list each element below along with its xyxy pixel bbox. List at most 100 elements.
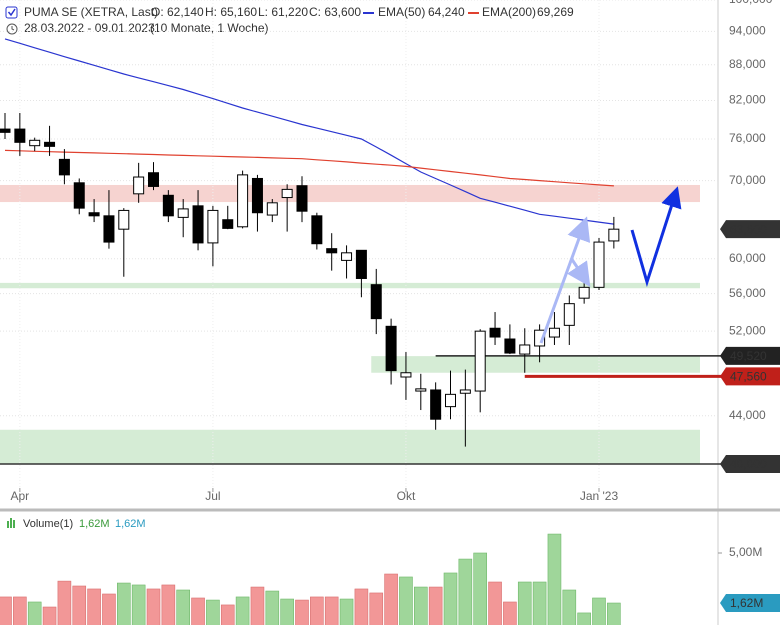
volume-bar xyxy=(102,593,116,625)
zone xyxy=(0,429,700,465)
zone xyxy=(0,282,700,289)
volume-bar xyxy=(384,573,398,625)
candle-body xyxy=(162,194,174,217)
volume-bar xyxy=(27,601,42,625)
instrument-title: PUMA SE (XETRA, Last) xyxy=(24,5,158,19)
x-tick-label: Jul xyxy=(205,489,220,503)
volume-bar xyxy=(235,596,250,625)
zone xyxy=(371,356,700,373)
candle-body xyxy=(489,327,501,338)
price-tag-label: 63,600 xyxy=(730,222,767,236)
volume-bar xyxy=(206,599,220,625)
date-range: 28.03.2022 - 09.01.2023 xyxy=(24,21,155,35)
candle-body xyxy=(58,158,70,176)
y-tick-label: 100,000 xyxy=(729,0,773,6)
y-tick-label: 70,000 xyxy=(729,173,766,187)
ema-line xyxy=(4,149,614,187)
volume-bar xyxy=(399,576,413,625)
zone xyxy=(0,184,700,203)
volume-bar xyxy=(220,604,235,625)
y-tick-label: 52,000 xyxy=(729,323,766,337)
candle-body xyxy=(88,212,100,217)
y-tick-label: 44,000 xyxy=(729,408,766,422)
price-tag xyxy=(720,594,780,613)
candle-body xyxy=(504,338,516,354)
volume-bar xyxy=(413,586,428,625)
ema-line xyxy=(4,38,614,225)
volume-bar xyxy=(532,581,547,625)
volume-value: 1,62M xyxy=(79,518,110,530)
clock-hands xyxy=(11,26,15,31)
volume-bar xyxy=(13,596,27,625)
candle-body xyxy=(578,286,590,299)
candle-body xyxy=(103,215,115,243)
y-tick-label: 82,000 xyxy=(729,93,766,107)
candle-body xyxy=(29,139,41,147)
candle-body xyxy=(133,176,145,195)
candle-body xyxy=(237,174,249,228)
volume-bar xyxy=(473,552,488,625)
y-tick-label: 76,000 xyxy=(729,131,766,145)
candle-body xyxy=(534,329,546,347)
candle-body xyxy=(222,219,234,229)
volume-bar xyxy=(280,598,294,625)
candle-body xyxy=(192,205,204,244)
volume-bar xyxy=(324,596,339,625)
volume-bar xyxy=(191,597,205,625)
candle-body xyxy=(148,172,159,187)
candle-body xyxy=(311,215,323,245)
y-tick-label: 56,000 xyxy=(729,286,766,300)
check-icon xyxy=(7,8,16,17)
clock-icon xyxy=(6,23,18,35)
volume-bar xyxy=(443,572,458,625)
price-tag-label: 40,000 xyxy=(730,457,767,471)
legend-value: 69,269 xyxy=(537,5,574,19)
legend-label: EMA(50) xyxy=(378,5,425,19)
candle-body xyxy=(370,284,382,320)
candle-body xyxy=(281,188,293,199)
candle-body xyxy=(326,248,338,254)
period: (10 Monate, 1 Woche) xyxy=(150,21,269,35)
volume-bar xyxy=(517,581,532,625)
candle-body xyxy=(608,228,620,242)
ohlc-high: H: 65,160 xyxy=(205,5,257,19)
volume-icon xyxy=(10,518,12,528)
candle-body xyxy=(459,389,471,394)
candle-body xyxy=(415,388,427,392)
candle-body xyxy=(519,344,531,355)
x-tick-label: Apr xyxy=(11,489,30,503)
y-tick-label: 88,000 xyxy=(729,57,766,71)
volume-bar xyxy=(503,601,517,625)
price-tag xyxy=(720,367,780,386)
y-tick-label: 60,000 xyxy=(729,251,766,265)
price-tag-label: 49,520 xyxy=(730,349,767,363)
candle-body xyxy=(0,128,11,133)
volume-icon xyxy=(7,521,9,528)
candle-body xyxy=(355,249,367,279)
volume-bar xyxy=(547,533,562,625)
legend-value: 64,240 xyxy=(428,5,465,19)
ohlc-low: L: 61,220 xyxy=(258,5,308,19)
volume-bar xyxy=(265,590,280,625)
candle-body xyxy=(445,393,456,408)
volume-bar xyxy=(488,581,502,625)
y-tick-label: 94,000 xyxy=(729,24,766,38)
candle-body xyxy=(177,208,189,218)
annotation-arrow xyxy=(630,186,682,288)
candle-body xyxy=(207,209,219,244)
candle-body xyxy=(548,327,560,338)
candle-body xyxy=(251,177,263,214)
volume-bar xyxy=(428,586,443,625)
volume-bar xyxy=(146,588,161,625)
candle-body xyxy=(266,202,278,216)
candle-body xyxy=(474,330,486,392)
candle-body xyxy=(118,209,130,230)
volume-bar xyxy=(369,592,384,625)
volume-bar xyxy=(176,589,190,625)
volume-bar xyxy=(607,602,621,625)
instrument-icon xyxy=(5,6,18,19)
volume-bar xyxy=(57,580,72,625)
volume-bar xyxy=(42,606,57,625)
